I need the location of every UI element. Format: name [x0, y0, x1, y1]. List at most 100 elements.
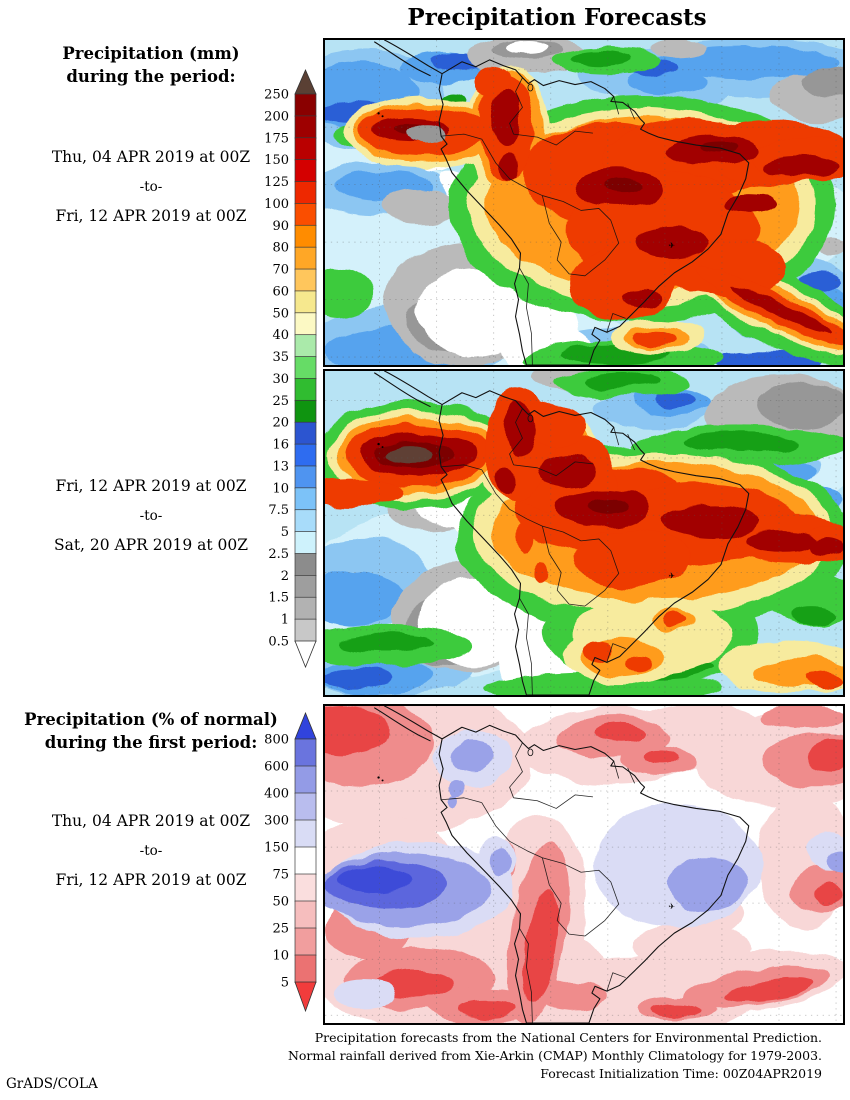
page-title: Precipitation Forecasts	[407, 4, 707, 31]
lake-maracaibo	[527, 414, 534, 423]
colorbar-tick-label: 300	[264, 814, 289, 829]
map-panel-1-precip-mm-period1: ✈	[323, 38, 845, 367]
panel1-date-from: Thu, 04 APR 2019 at 00Z	[51, 148, 251, 166]
colorbar-segment	[294, 246, 317, 270]
colorbar-segment	[294, 203, 317, 227]
colorbar-segment	[294, 873, 317, 902]
grads-cola-credit: GrADS/COLA	[6, 1076, 98, 1092]
colorbar-tick-label: 250	[264, 88, 289, 103]
colorbar-segment	[294, 738, 317, 767]
colorbar-mm: 250 200 175 150 125 100 90 80 70 60 50 40 35 30 25 20 16…	[251, 69, 321, 673]
map3-svg: ✈	[325, 706, 843, 1023]
colorbar-segment	[294, 819, 317, 848]
colorbar-tick-label: 5	[281, 525, 289, 540]
colorbar-segment	[294, 596, 317, 620]
plane-symbol: ✈	[668, 241, 675, 250]
colorbar-segment	[294, 181, 317, 205]
panel1-label-line2: during the period:	[66, 67, 236, 86]
plane-symbol: ✈	[668, 571, 675, 580]
colorbar-tick-label: 7.5	[268, 503, 289, 518]
panel1-label-line1: Precipitation (mm)	[62, 44, 240, 63]
colorbar-segment	[294, 900, 317, 929]
colorbar-tick-label: 16	[272, 438, 289, 453]
footer-line1: Precipitation forecasts from the Nationa…	[314, 1030, 822, 1045]
colorbar-tick-label: 70	[272, 263, 289, 278]
footer-line2: Normal rainfall derived from Xie-Arkin (…	[287, 1048, 822, 1063]
colorbar-segment	[294, 268, 317, 292]
colorbar-tick-label: 150	[264, 153, 289, 168]
colorbar-tick-label: 800	[264, 733, 289, 748]
colorbar-segment	[294, 443, 317, 467]
colorbar-percent-of-normal: 800 600 400 300 150 75 50 25 10 5	[251, 711, 321, 1017]
galapagos-islands	[377, 776, 380, 779]
anomaly-fill-layer	[325, 706, 843, 1023]
colorbar-tick-label: 80	[272, 241, 289, 256]
colorbar-tick-label: 60	[272, 284, 289, 299]
colorbar-top-cap	[294, 69, 317, 95]
panel1-label: Precipitation (mm) during the period:	[0, 42, 302, 88]
panel1-date-separator: -to-	[139, 179, 163, 195]
colorbar-tick-label: 10	[272, 949, 289, 964]
colorbar-segment	[294, 575, 317, 599]
colorbar-tick-label: 13	[272, 459, 289, 474]
colorbar-tick-label: 5	[281, 976, 289, 991]
colorbar-segment	[294, 531, 317, 555]
panel2-date-separator: -to-	[139, 508, 163, 524]
panel3-dates: Thu, 04 APR 2019 at 00Z -to- Fri, 12 APR…	[0, 812, 302, 890]
panel3-label-line2: during the first period:	[44, 733, 258, 752]
plane-symbol: ✈	[668, 902, 675, 911]
colorbar-segment	[294, 553, 317, 577]
map1-svg: ✈	[325, 40, 843, 365]
colorbar-segment	[294, 927, 317, 956]
country-borders	[441, 77, 635, 365]
colorbar-tick-label: 400	[264, 787, 289, 802]
colorbar-tick-label: 35	[272, 350, 289, 365]
galapagos-islands	[381, 446, 384, 449]
lake-maracaibo	[527, 748, 534, 757]
colorbar-tick-label: 175	[264, 131, 289, 146]
panel1-dates: Thu, 04 APR 2019 at 00Z -to- Fri, 12 APR…	[0, 148, 302, 226]
colorbar-tick-label: 0.5	[268, 635, 289, 650]
scale-mm-svg: 2502001751501251009080706050403530252016…	[264, 69, 317, 669]
colorbar-tick-label: 20	[272, 416, 289, 431]
colorbar-segment	[294, 846, 317, 875]
panel3-label-line1: Precipitation (% of normal)	[24, 710, 278, 729]
panel2-date-to: Sat, 20 APR 2019 at 00Z	[53, 536, 249, 554]
footer-credits: Precipitation forecasts from the Nationa…	[288, 1029, 822, 1083]
colorbar-tick-label: 90	[272, 219, 289, 234]
colorbar-tick-label: 10	[272, 481, 289, 496]
colorbar-tick-label: 100	[264, 197, 289, 212]
scale-pct-svg: 800 600 400 300 150 75 50 25 10 5	[264, 711, 317, 1013]
colorbar-tick-label: 75	[272, 868, 289, 883]
panel3-date-to: Fri, 12 APR 2019 at 00Z	[55, 871, 247, 889]
colorbar-segment	[294, 765, 317, 794]
panel3-date-separator: -to-	[139, 843, 163, 859]
panel2-date-from: Fri, 12 APR 2019 at 00Z	[55, 477, 247, 495]
lake-maracaibo	[527, 83, 534, 92]
colorbar-segment	[294, 509, 317, 533]
panel3-date-from: Thu, 04 APR 2019 at 00Z	[51, 812, 251, 830]
country-borders	[441, 742, 635, 1023]
colorbar-tick-label: 25	[272, 394, 289, 409]
colorbar-bottom-cap	[294, 981, 317, 1013]
colorbar-segment	[294, 618, 317, 642]
colorbar-segment	[294, 421, 317, 445]
panel1-date-to: Fri, 12 APR 2019 at 00Z	[55, 207, 247, 225]
colorbar-bottom-cap	[294, 640, 317, 669]
south-america-coastline	[374, 706, 750, 1023]
galapagos-islands	[381, 115, 384, 118]
colorbar-segment	[294, 224, 317, 249]
colorbar-top-cap	[294, 711, 317, 740]
south-america-coastline	[374, 371, 750, 695]
colorbar-segment	[294, 792, 317, 821]
south-america-coastline	[374, 40, 750, 365]
colorbar-tick-label: 600	[264, 760, 289, 775]
map-panel-3-percent-of-normal: ✈	[323, 704, 845, 1025]
colorbar-tick-label: 50	[272, 306, 289, 321]
colorbar-tick-label: 1.5	[268, 591, 289, 606]
galapagos-islands	[381, 779, 384, 782]
colorbar-segment	[294, 465, 317, 489]
panel3-label: Precipitation (% of normal) during the f…	[0, 708, 302, 754]
colorbar-segment	[294, 954, 317, 983]
